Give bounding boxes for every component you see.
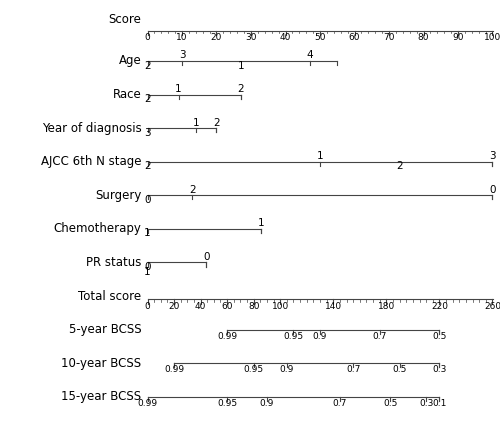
Text: 10: 10 [176, 33, 188, 42]
Text: 10-year BCSS: 10-year BCSS [62, 357, 142, 370]
Text: 40: 40 [195, 302, 206, 311]
Text: 0: 0 [203, 252, 209, 262]
Text: 1: 1 [175, 84, 182, 94]
Text: 20: 20 [211, 33, 222, 42]
Text: 0: 0 [144, 262, 151, 272]
Text: 2: 2 [189, 185, 196, 195]
Text: 0.5: 0.5 [392, 365, 407, 374]
Text: 80: 80 [418, 33, 429, 42]
Text: 5-year BCSS: 5-year BCSS [69, 323, 142, 336]
Text: 2: 2 [144, 61, 151, 70]
Text: 50: 50 [314, 33, 326, 42]
Text: 260: 260 [484, 302, 500, 311]
Text: 2: 2 [238, 84, 244, 94]
Text: 220: 220 [431, 302, 448, 311]
Text: 0.5: 0.5 [383, 399, 398, 408]
Text: PR status: PR status [86, 256, 142, 269]
Text: Score: Score [108, 13, 142, 26]
Text: 0.95: 0.95 [244, 365, 264, 374]
Text: 60: 60 [349, 33, 360, 42]
Text: Race: Race [113, 88, 141, 101]
Text: 0: 0 [489, 185, 496, 195]
Text: 30: 30 [245, 33, 257, 42]
Text: 3: 3 [489, 151, 496, 161]
Text: Year of diagnosis: Year of diagnosis [42, 122, 141, 135]
Text: 90: 90 [452, 33, 464, 42]
Text: 0.5: 0.5 [432, 332, 446, 341]
Text: Chemotherapy: Chemotherapy [54, 222, 142, 235]
Text: 0.9: 0.9 [260, 399, 274, 408]
Text: 0.99: 0.99 [217, 332, 237, 341]
Text: 0.95: 0.95 [217, 399, 237, 408]
Text: Age: Age [119, 54, 142, 68]
Text: Total score: Total score [78, 289, 142, 303]
Text: 0.7: 0.7 [332, 399, 347, 408]
Text: 1: 1 [144, 228, 151, 238]
Text: 100: 100 [272, 302, 289, 311]
Text: 0: 0 [144, 33, 150, 42]
Text: 100: 100 [484, 33, 500, 42]
Text: 60: 60 [222, 302, 233, 311]
Text: 140: 140 [324, 302, 342, 311]
Text: 70: 70 [383, 33, 394, 42]
Text: 2: 2 [144, 94, 151, 104]
Text: 2: 2 [396, 161, 402, 171]
Text: 4: 4 [306, 51, 313, 60]
Text: 0.99: 0.99 [138, 399, 158, 408]
Text: 15-year BCSS: 15-year BCSS [62, 390, 142, 403]
Text: 3: 3 [144, 128, 151, 138]
Text: 0.9: 0.9 [313, 332, 327, 341]
Text: 0.99: 0.99 [164, 365, 184, 374]
Text: 0.3: 0.3 [419, 399, 434, 408]
Text: AJCC 6th N stage: AJCC 6th N stage [41, 155, 141, 168]
Text: 0.7: 0.7 [346, 365, 360, 374]
Text: 1: 1 [316, 151, 324, 161]
Text: 0.95: 0.95 [284, 332, 304, 341]
Text: 20: 20 [168, 302, 179, 311]
Text: 1: 1 [192, 118, 199, 127]
Text: 180: 180 [378, 302, 395, 311]
Text: 1: 1 [258, 218, 264, 228]
Text: 0.9: 0.9 [280, 365, 294, 374]
Text: 1: 1 [238, 61, 244, 70]
Text: 2: 2 [213, 118, 220, 127]
Text: 0.3: 0.3 [432, 365, 446, 374]
Text: 1: 1 [144, 267, 151, 277]
Text: 0: 0 [144, 302, 150, 311]
Text: 40: 40 [280, 33, 291, 42]
Text: 0: 0 [144, 195, 151, 205]
Text: 0.1: 0.1 [432, 399, 446, 408]
Text: 2: 2 [144, 161, 151, 171]
Text: 3: 3 [178, 51, 186, 60]
Text: 0.7: 0.7 [372, 332, 387, 341]
Text: Surgery: Surgery [95, 189, 142, 202]
Text: 80: 80 [248, 302, 260, 311]
